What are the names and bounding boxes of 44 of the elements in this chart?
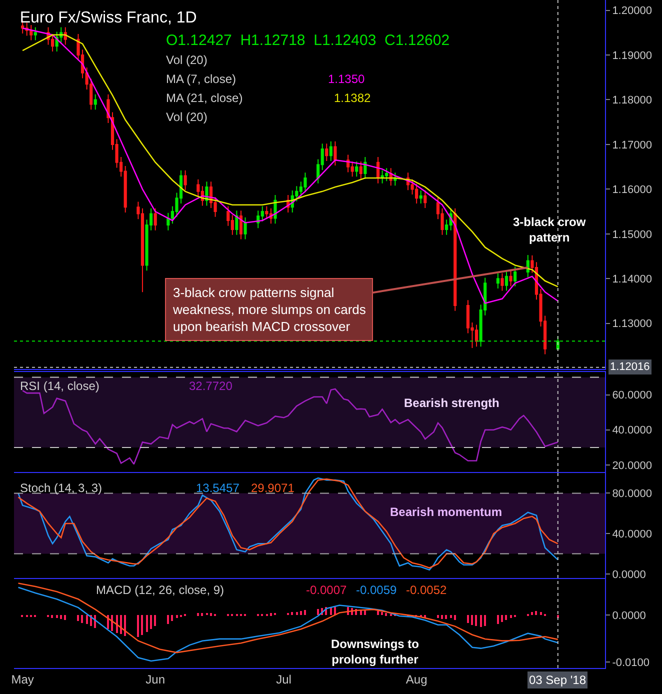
y-tick-label: 1.17000 (612, 139, 652, 152)
annotation: -0.0059 (356, 583, 398, 597)
y-tick-label: -0.0100 (612, 656, 650, 669)
y-tick-label: 0.0000 (612, 568, 646, 581)
y-tick-label: 1.20000 (612, 5, 652, 18)
annotation: MA (21, close) (166, 91, 243, 105)
annotation: 13.5457 (196, 481, 240, 495)
annotation: Vol (20) (166, 110, 208, 124)
y-tick-label: 60.0000 (612, 390, 652, 402)
annotation: Downswings to prolong further (331, 637, 419, 667)
annotation: Stoch (14, 3, 3) (20, 481, 102, 495)
y-tick-label: 1.13000 (612, 318, 652, 330)
annotation: Bearish strength (404, 396, 500, 410)
annotation: 29.9071 (251, 481, 295, 495)
annotation: RSI (14, close) (20, 379, 100, 393)
annotation: 3-black crow patterns signal weakness, more slumps on cards upon bearish MACD crossover (172, 285, 366, 334)
x-tick-label: Jul (276, 672, 292, 686)
y-tick-label: 0.0000 (612, 610, 646, 622)
annotation: -0.0007 (306, 583, 348, 597)
annotation: Vol (20) (166, 53, 208, 67)
annotation: 1.1382 (334, 91, 372, 105)
ref-line-label: 03 Sep '18 (529, 673, 586, 687)
x-tick-label: May (11, 672, 34, 686)
y-tick-label: 1.19000 (612, 50, 652, 62)
annotation: O1.12427 H1.12718 L1.12403 C1.12602 (166, 32, 450, 49)
y-tick-label: 1.18000 (612, 94, 652, 107)
y-tick-label: 40.0000 (612, 528, 652, 540)
y-tick-label: 1.14000 (612, 274, 652, 286)
y-tick-label: 1.16000 (612, 184, 652, 196)
y-tick-label: 1.15000 (612, 228, 652, 241)
annotation: MACD (12, 26, close, 9) (96, 583, 224, 597)
annotation: Bearish momentum (390, 505, 502, 519)
y-tick-label: 20.0000 (612, 460, 652, 472)
annotation: MA (7, close) (166, 72, 236, 86)
y-tick-label: 40.0000 (612, 424, 652, 437)
y-tick-label: 80.0000 (612, 488, 652, 500)
text: Euro Fx/Swiss Franc, 1D (20, 10, 197, 27)
annotation: -0.0052 (406, 583, 448, 597)
annotation: 3-black crow pattern (513, 215, 586, 245)
ref-line-label: 1.12016 (610, 361, 650, 373)
annotation: 1.1350 (328, 72, 366, 86)
x-tick-label: Jun (146, 672, 166, 686)
annotation: 32.7720 (189, 379, 233, 393)
x-tick-label: Aug (406, 672, 428, 686)
